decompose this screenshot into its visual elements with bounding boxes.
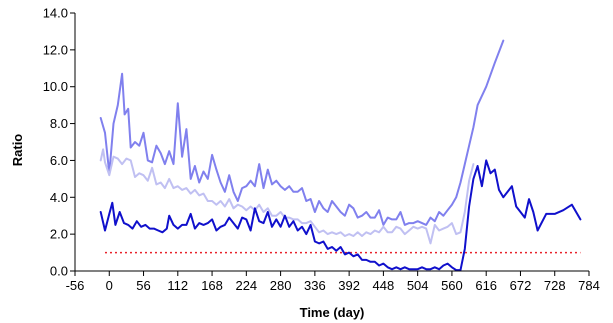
y-tick-label: 8.0 xyxy=(50,116,68,131)
y-axis-ticks: 0.0 2.0 4.0 6.0 8.0 10.0 12.0 14.0 xyxy=(43,6,75,279)
x-tick-label: 0 xyxy=(106,278,113,293)
plot-area xyxy=(99,39,582,272)
x-axis-ticks: -56 0 56 112 168 224 280 336 392 448 504 560 616 672 7… xyxy=(66,271,600,293)
x-tick-label: 280 xyxy=(270,278,292,293)
y-tick-label: 0.0 xyxy=(50,264,68,279)
series-line-1 xyxy=(99,39,505,226)
x-tick-label: 672 xyxy=(510,278,532,293)
series-layer xyxy=(99,39,582,272)
series-line-3 xyxy=(99,159,582,272)
x-tick-label: 336 xyxy=(304,278,326,293)
x-tick-label: 112 xyxy=(167,278,188,293)
x-tick-label: 784 xyxy=(578,278,600,293)
x-tick-label: -56 xyxy=(66,278,85,293)
x-tick-label: 56 xyxy=(136,278,150,293)
y-tick-label: 10.0 xyxy=(43,79,68,94)
x-tick-label: 560 xyxy=(441,278,463,293)
y-tick-label: 12.0 xyxy=(43,42,68,57)
x-tick-label: 392 xyxy=(338,278,360,293)
x-tick-label: 504 xyxy=(407,278,429,293)
y-tick-label: 14.0 xyxy=(43,6,68,21)
x-tick-label: 728 xyxy=(544,278,566,293)
x-tick-label: 168 xyxy=(201,278,223,293)
x-tick-label: 224 xyxy=(235,278,257,293)
y-tick-label: 6.0 xyxy=(50,153,68,168)
y-tick-label: 2.0 xyxy=(50,227,68,242)
y-axis-title: Ratio xyxy=(10,134,25,167)
x-axis-title: Time (day) xyxy=(300,305,365,320)
y-tick-label: 4.0 xyxy=(50,190,68,205)
x-tick-label: 448 xyxy=(373,278,395,293)
x-tick-label: 616 xyxy=(475,278,497,293)
